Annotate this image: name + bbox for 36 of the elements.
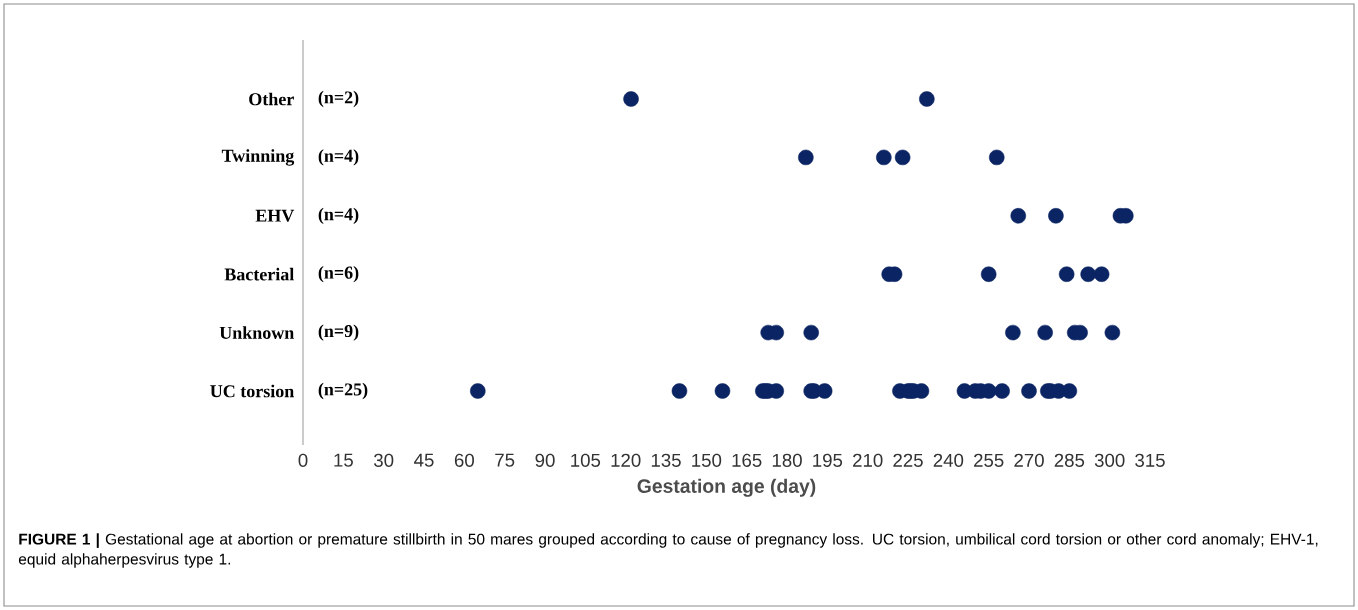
x-tick-label: 315 [1135, 453, 1165, 467]
y-tick-label: Bacterial [224, 267, 294, 281]
x-tick-label: 15 [334, 453, 353, 467]
x-tick-label: 300 [1094, 453, 1125, 467]
x-tick-label: 120 [611, 453, 641, 467]
annotation: (n=4) [318, 149, 359, 166]
x-tick-label: 165 [732, 453, 762, 467]
x-tick-label: 30 [374, 453, 394, 467]
y-tick-label: Twinning [221, 149, 295, 166]
annotation: (n=6) [318, 266, 359, 283]
text: FIGURE 1 | Gestational age at abortion or premature stillbirth in 50 mares grouped according to cause of pregnancy loss. UC torsion, umbilical cord torsion or other cord anomaly; EHV-1, equid alphaherpesvirus type 1. [18, 533, 1318, 568]
x-tick-label: 210 [853, 453, 883, 467]
x-tick-label: 225 [893, 453, 923, 467]
annotation: (n=2) [318, 90, 359, 108]
y-tick-label: UC torsion [210, 384, 295, 398]
y-tick-label: Other [249, 92, 294, 106]
x-tick-label: 150 [692, 453, 722, 467]
x-axis-title: Gestation age (day) [637, 478, 816, 497]
x-tick-label: 180 [772, 453, 802, 467]
x-tick-label: 240 [933, 453, 964, 467]
x-tick-label: 270 [1014, 453, 1044, 467]
x-tick-label: 135 [651, 453, 681, 467]
annotation: (n=4) [318, 207, 359, 224]
y-tick-label: Unknown [219, 326, 295, 339]
x-tick-label: 0 [298, 453, 308, 467]
x-tick-label: 105 [571, 453, 601, 467]
x-tick-label: 90 [535, 453, 555, 467]
x-tick-label: 195 [813, 453, 843, 467]
annotation: (n=25) [318, 382, 368, 400]
annotation: (n=9) [318, 324, 359, 341]
y-tick-label: EHV [255, 209, 295, 222]
x-tick-label: 60 [454, 453, 474, 467]
x-tick-label: 285 [1054, 453, 1085, 467]
x-tick-label: 75 [495, 453, 515, 467]
x-tick-label: 45 [414, 453, 434, 467]
x-tick-label: 255 [974, 453, 1004, 467]
